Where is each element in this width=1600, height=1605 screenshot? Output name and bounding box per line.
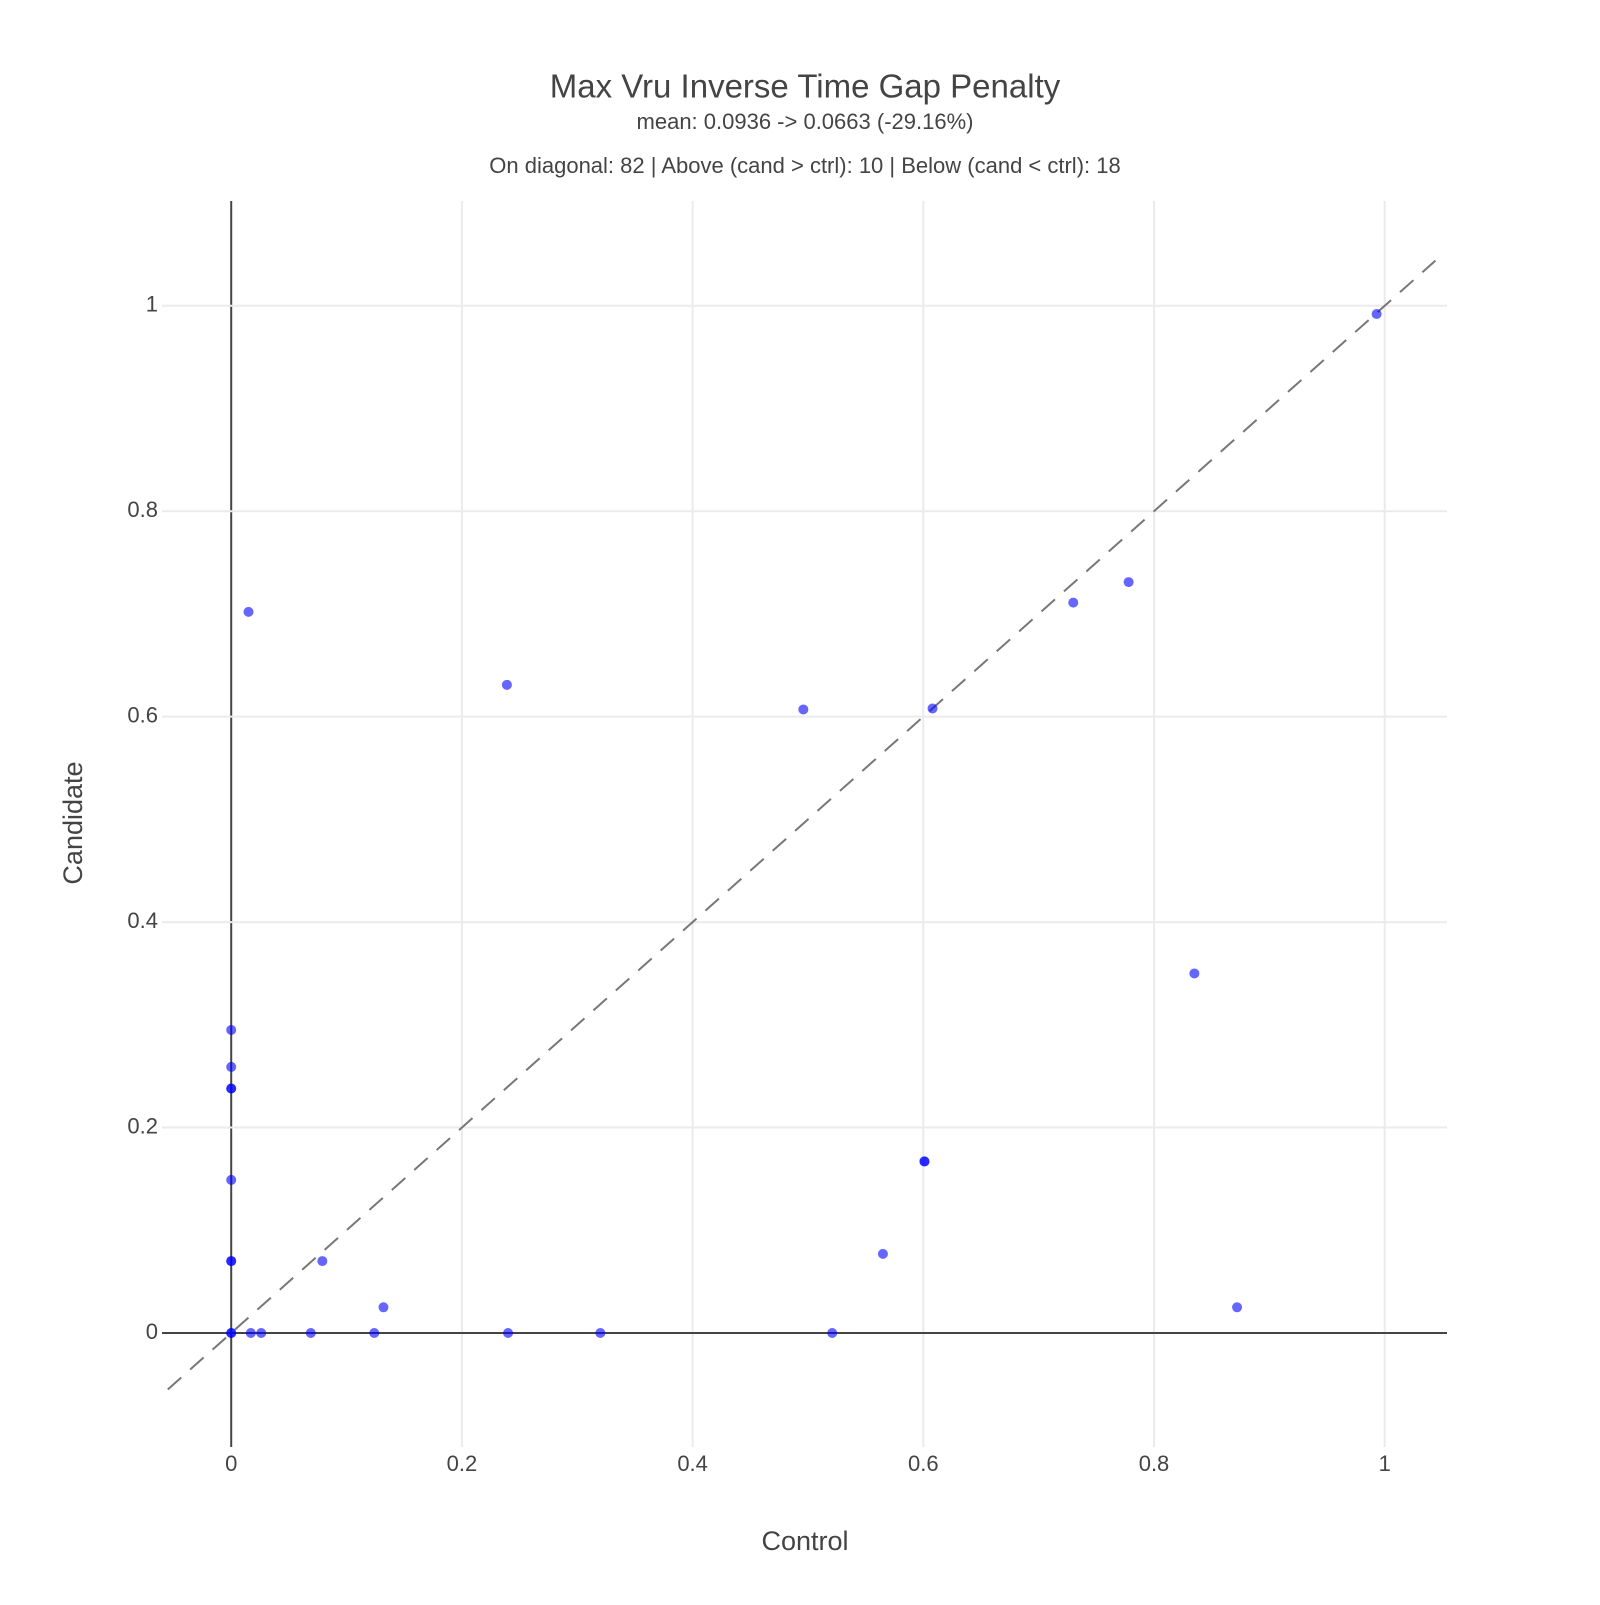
point xyxy=(1232,1302,1243,1313)
point xyxy=(305,1327,316,1338)
point xyxy=(226,1083,237,1094)
point xyxy=(256,1327,267,1338)
x-tick-label: 0.8 xyxy=(1139,1451,1170,1476)
point xyxy=(226,1061,237,1072)
point xyxy=(243,606,254,617)
x-axis-label: Control xyxy=(761,1526,848,1556)
point xyxy=(1068,597,1079,608)
point xyxy=(226,1174,237,1185)
annotation: On diagonal: 82 | Above (cand > ctrl): 1… xyxy=(489,153,1120,178)
point xyxy=(1371,308,1382,319)
point xyxy=(226,1327,237,1338)
y-axis-label: Candidate xyxy=(58,761,88,884)
point xyxy=(827,1327,838,1338)
point xyxy=(226,1024,237,1035)
x-tick-label: 0.2 xyxy=(447,1451,478,1476)
point xyxy=(798,704,809,715)
point xyxy=(378,1302,389,1313)
point xyxy=(595,1327,606,1338)
y-tick-label: 0.2 xyxy=(127,1113,158,1138)
point xyxy=(1189,968,1200,979)
point xyxy=(927,703,938,714)
point xyxy=(501,679,512,690)
x-tick-label: 0.6 xyxy=(908,1451,939,1476)
point xyxy=(317,1256,328,1267)
point xyxy=(245,1327,256,1338)
diagonal-reference xyxy=(167,259,1437,1391)
point xyxy=(226,1256,237,1267)
chart-subtitle: mean: 0.0936 -> 0.0663 (-29.16%) xyxy=(637,109,974,134)
x-tick-label: 1 xyxy=(1379,1451,1391,1476)
point xyxy=(919,1156,930,1167)
point xyxy=(503,1327,514,1338)
y-tick-label: 0.4 xyxy=(127,908,158,933)
chart-title: Max Vru Inverse Time Gap Penalty xyxy=(550,68,1061,105)
y-tick-label: 0 xyxy=(146,1319,158,1344)
point xyxy=(877,1248,888,1259)
point xyxy=(1123,577,1134,588)
x-tick-label: 0 xyxy=(225,1451,237,1476)
y-tick-label: 0.6 xyxy=(127,702,158,727)
y-tick-label: 0.8 xyxy=(127,497,158,522)
point xyxy=(369,1327,380,1338)
x-tick-label: 0.4 xyxy=(677,1451,708,1476)
y-tick-label: 1 xyxy=(146,292,158,317)
